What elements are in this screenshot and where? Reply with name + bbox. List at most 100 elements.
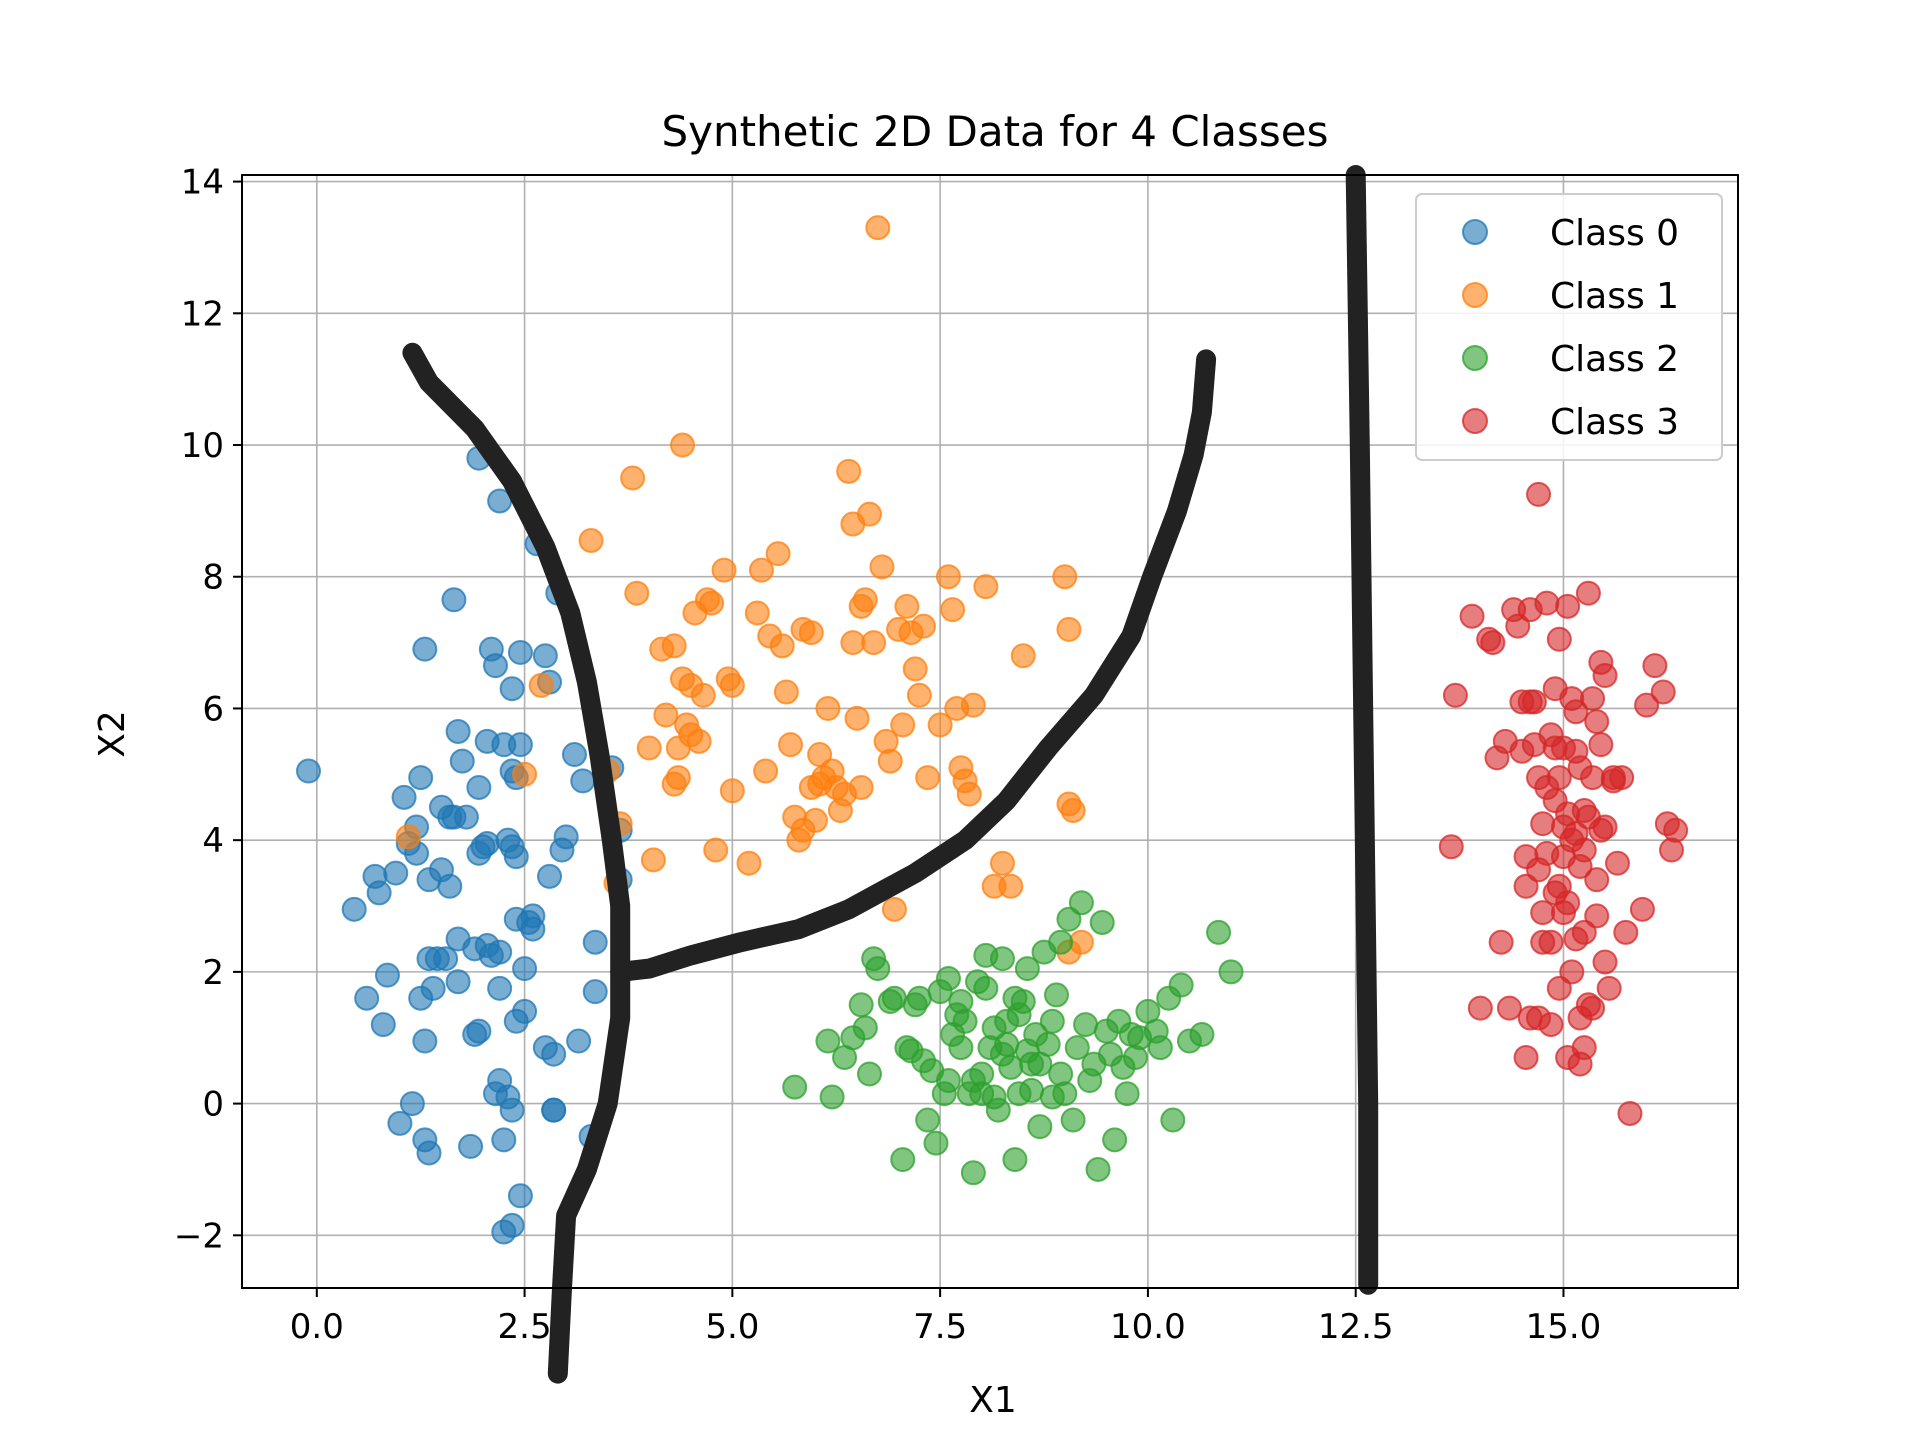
data-point — [487, 939, 513, 965]
data-point — [541, 1097, 567, 1123]
data-point — [1530, 929, 1556, 955]
y-tick-label: 4 — [202, 821, 224, 861]
legend: Class 0 Class 1 Class 2 Class 3 — [1415, 193, 1723, 461]
data-point — [1010, 643, 1036, 669]
y-tick-label: 0 — [202, 1085, 224, 1125]
data-point — [370, 1012, 396, 1038]
data-point — [1513, 873, 1539, 899]
legend-marker — [1462, 345, 1488, 371]
data-point — [458, 1133, 484, 1159]
data-point — [1168, 972, 1194, 998]
x-tick-label: 15.0 — [1526, 1307, 1602, 1347]
data-point — [1056, 616, 1082, 642]
data-point — [433, 946, 459, 972]
boundary-left-curve — [402, 342, 631, 1384]
x-tick-label: 10.0 — [1110, 1307, 1186, 1347]
data-point — [960, 1068, 986, 1094]
data-point — [686, 728, 712, 754]
data-point — [399, 1091, 425, 1117]
data-point — [1060, 1107, 1086, 1133]
data-point — [1035, 1031, 1061, 1057]
data-point — [973, 942, 999, 968]
data-point — [383, 860, 409, 886]
data-point — [1584, 867, 1610, 893]
data-point — [1571, 1035, 1597, 1061]
data-point — [973, 574, 999, 600]
data-point — [1550, 844, 1576, 870]
data-point — [1480, 630, 1506, 656]
data-point — [1147, 1035, 1173, 1061]
data-point — [512, 761, 538, 787]
data-point — [1642, 653, 1668, 679]
legend-label: Class 3 — [1550, 402, 1679, 443]
data-point — [1526, 765, 1552, 791]
data-point — [906, 682, 932, 708]
data-point — [836, 458, 862, 484]
data-point — [1563, 699, 1589, 725]
data-point — [1546, 975, 1572, 1001]
data-point — [769, 633, 795, 659]
x-axis-label: X1 — [969, 1380, 1017, 1421]
legend-label: Class 1 — [1550, 276, 1679, 317]
data-point — [915, 1107, 941, 1133]
boundary-middle-curve — [610, 349, 1217, 982]
data-point — [449, 748, 475, 774]
data-point — [578, 528, 604, 554]
data-point — [765, 541, 791, 567]
data-point — [1555, 890, 1581, 916]
data-point — [1571, 919, 1597, 945]
data-point — [852, 1015, 878, 1041]
data-point — [906, 985, 932, 1011]
data-point — [1073, 1012, 1099, 1038]
data-point — [445, 969, 471, 995]
data-point — [877, 748, 903, 774]
data-point — [1663, 817, 1689, 843]
data-point — [802, 807, 828, 833]
data-point — [366, 880, 392, 906]
data-point — [1613, 919, 1639, 945]
data-point — [753, 758, 779, 784]
data-point — [1559, 959, 1585, 985]
data-point — [1634, 692, 1660, 718]
data-point — [1629, 896, 1655, 922]
data-point — [1496, 995, 1522, 1021]
data-point — [915, 765, 941, 791]
data-point — [935, 1068, 961, 1094]
data-point — [719, 672, 745, 698]
data-point — [499, 1097, 525, 1123]
data-point — [412, 1028, 438, 1054]
data-point — [911, 613, 937, 639]
data-point — [512, 956, 538, 982]
data-point — [1160, 1107, 1186, 1133]
data-point — [1526, 481, 1552, 507]
data-point — [537, 863, 563, 889]
data-point — [748, 557, 774, 583]
data-point — [570, 768, 596, 794]
data-point — [989, 850, 1015, 876]
data-point — [1617, 1100, 1643, 1126]
data-point — [295, 758, 321, 784]
data-point — [437, 873, 463, 899]
data-point — [512, 998, 538, 1024]
data-point — [1584, 709, 1610, 735]
data-point — [624, 580, 650, 606]
data-point — [503, 844, 529, 870]
data-point — [1530, 900, 1556, 926]
data-point — [582, 929, 608, 955]
data-point — [1206, 919, 1232, 945]
data-point — [1555, 593, 1581, 619]
data-point — [387, 1110, 413, 1136]
boundary-right-line — [1345, 165, 1379, 1295]
data-point — [661, 633, 687, 659]
data-point — [782, 1074, 808, 1100]
data-point — [844, 705, 870, 731]
data-point — [1039, 1084, 1065, 1110]
data-point — [856, 1061, 882, 1087]
data-point — [852, 587, 878, 613]
data-point — [466, 774, 492, 800]
data-point — [466, 1018, 492, 1044]
y-tick-label: 8 — [202, 558, 224, 598]
data-point — [778, 732, 804, 758]
data-point — [1027, 1114, 1053, 1140]
